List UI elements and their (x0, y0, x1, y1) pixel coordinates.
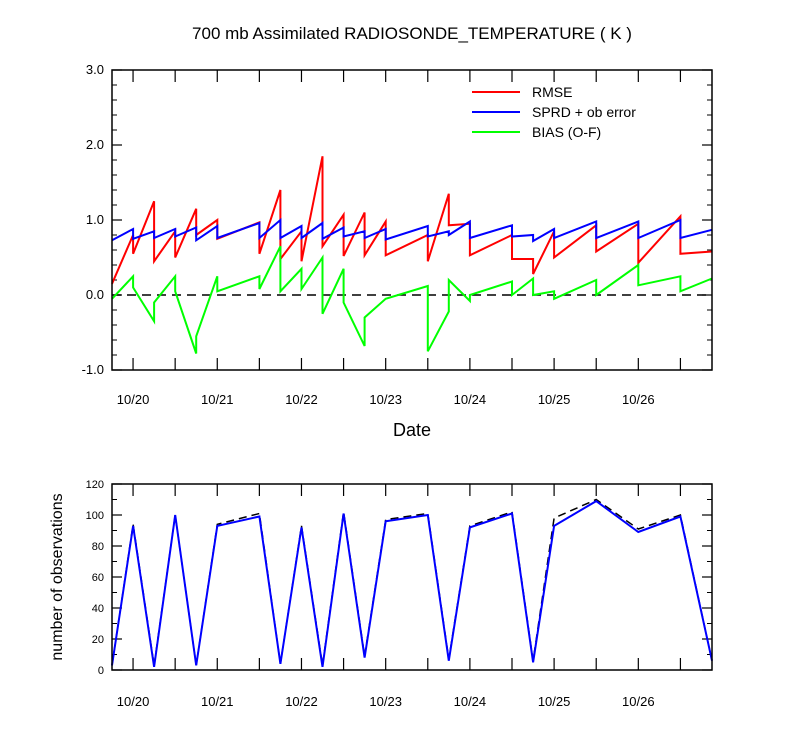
chart-title: 700 mb Assimilated RADIOSONDE_TEMPERATUR… (192, 24, 632, 43)
y-tick-label: -1.0 (82, 362, 104, 377)
y-tick-label: 1.0 (86, 212, 104, 227)
plot-frame (111, 483, 713, 671)
x-tick-label: 10/23 (369, 694, 402, 709)
x-tick-label: 10/21 (201, 694, 234, 709)
legend-label: BIAS (O-F) (532, 124, 601, 140)
x-tick-label: 10/23 (369, 392, 402, 407)
legend-label: RMSE (532, 84, 572, 100)
y-tick-label: 3.0 (86, 62, 104, 77)
y-tick-label: 120 (86, 479, 104, 491)
x-tick-label: 10/24 (454, 694, 487, 709)
x-tick-label: 10/21 (201, 392, 234, 407)
x-tick-label: 10/26 (622, 694, 655, 709)
series-line-possible (111, 498, 713, 666)
legend-label: SPRD + ob error (532, 104, 636, 120)
x-tick-label: 10/22 (285, 392, 318, 407)
y-tick-label: 0.0 (86, 287, 104, 302)
x-tick-label: 10/25 (538, 694, 571, 709)
y-tick-label: 2.0 (86, 137, 104, 152)
y-tick-label: 0 (98, 665, 104, 677)
series-line-sprd-ob-error (111, 217, 713, 243)
legend: RMSE SPRD + ob error BIAS (O-F) (472, 84, 636, 140)
x-tick-label: 10/20 (117, 694, 150, 709)
y-tick-label: 80 (92, 541, 104, 553)
plot-frame (111, 69, 713, 371)
series-line-bias-o-f- (111, 245, 713, 354)
series-line-assimilated (111, 499, 713, 668)
y-tick-label: 20 (92, 634, 104, 646)
bottom-plot-area: 0 20 40 60 80 100 120 10/20 10/21 10/22 10/23 10/24… (86, 479, 713, 709)
x-tick-label: 10/26 (622, 392, 655, 407)
bottom-y-axis-label: number of observations (49, 493, 66, 660)
x-tick-label: 10/24 (454, 392, 487, 407)
x-tick-label: 10/22 (285, 694, 318, 709)
x-tick-label: 10/25 (538, 392, 571, 407)
series-line-rmse (111, 156, 713, 285)
y-tick-label: 40 (92, 603, 104, 615)
x-tick-label: 10/20 (117, 392, 150, 407)
top-plot-area: -1.0 0.0 1.0 2.0 3.0 10/20 10/21 10/22 10/23 10/2… (82, 62, 713, 407)
y-tick-label: 60 (92, 572, 104, 584)
y-tick-label: 100 (86, 510, 104, 522)
top-x-axis-label: Date (393, 420, 431, 440)
